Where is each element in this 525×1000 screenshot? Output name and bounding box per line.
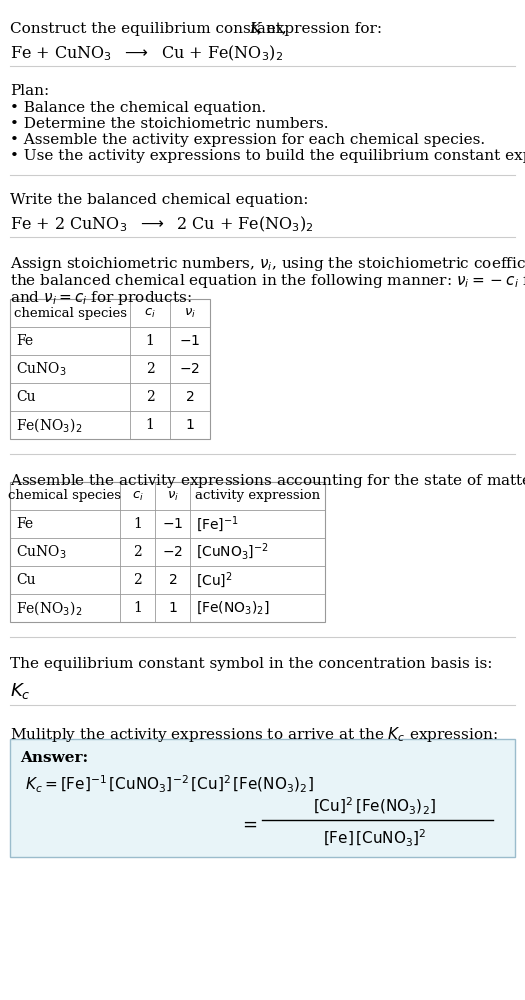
Text: , expression for:: , expression for: xyxy=(257,22,382,36)
FancyBboxPatch shape xyxy=(10,739,515,857)
Text: • Balance the chemical equation.: • Balance the chemical equation. xyxy=(10,101,266,115)
Text: $1$: $1$ xyxy=(185,418,195,432)
Text: 2: 2 xyxy=(133,545,142,559)
Text: $1$: $1$ xyxy=(167,601,177,615)
Text: CuNO$_3$: CuNO$_3$ xyxy=(16,360,67,378)
Text: $-1$: $-1$ xyxy=(180,334,201,348)
Text: CuNO$_3$: CuNO$_3$ xyxy=(16,543,67,561)
Text: 2: 2 xyxy=(133,573,142,587)
Text: Assign stoichiometric numbers, $\nu_i$, using the stoichiometric coefficients, $: Assign stoichiometric numbers, $\nu_i$, … xyxy=(10,255,525,273)
Text: $[\mathrm{Fe}]\,[\mathrm{CuNO_3}]^2$: $[\mathrm{Fe}]\,[\mathrm{CuNO_3}]^2$ xyxy=(323,827,427,849)
Text: $-2$: $-2$ xyxy=(162,545,183,559)
Text: chemical species: chemical species xyxy=(14,306,127,320)
Text: $[\mathrm{CuNO_3}]^{-2}$: $[\mathrm{CuNO_3}]^{-2}$ xyxy=(196,542,269,562)
Text: Fe + 2 CuNO$_3$  $\longrightarrow$  2 Cu + Fe(NO$_3$)$_2$: Fe + 2 CuNO$_3$ $\longrightarrow$ 2 Cu +… xyxy=(10,215,314,234)
FancyBboxPatch shape xyxy=(10,482,325,622)
Text: $\nu_i$: $\nu_i$ xyxy=(184,306,196,320)
Text: Answer:: Answer: xyxy=(20,751,88,765)
Text: Cu: Cu xyxy=(16,390,36,404)
Text: Fe + CuNO$_3$  $\longrightarrow$  Cu + Fe(NO$_3$)$_2$: Fe + CuNO$_3$ $\longrightarrow$ Cu + Fe(… xyxy=(10,44,283,63)
Text: $-1$: $-1$ xyxy=(162,517,183,531)
Text: 2: 2 xyxy=(145,362,154,376)
Text: the balanced chemical equation in the following manner: $\nu_i = -c_i$ for react: the balanced chemical equation in the fo… xyxy=(10,272,525,290)
Text: $[\mathrm{Cu}]^2\,[\mathrm{Fe(NO_3)_2}]$: $[\mathrm{Cu}]^2\,[\mathrm{Fe(NO_3)_2}]$ xyxy=(313,795,436,817)
FancyBboxPatch shape xyxy=(10,299,210,439)
Text: • Determine the stoichiometric numbers.: • Determine the stoichiometric numbers. xyxy=(10,117,329,131)
Text: $c_i$: $c_i$ xyxy=(144,306,156,320)
Text: $K_c$: $K_c$ xyxy=(10,681,30,701)
Text: Fe: Fe xyxy=(16,517,33,531)
Text: 1: 1 xyxy=(133,517,142,531)
Text: and $\nu_i = c_i$ for products:: and $\nu_i = c_i$ for products: xyxy=(10,289,192,307)
Text: 1: 1 xyxy=(145,418,154,432)
Text: 1: 1 xyxy=(133,601,142,615)
Text: The equilibrium constant symbol in the concentration basis is:: The equilibrium constant symbol in the c… xyxy=(10,657,492,671)
Text: $\nu_i$: $\nu_i$ xyxy=(166,489,179,503)
Text: Fe(NO$_3$)$_2$: Fe(NO$_3$)$_2$ xyxy=(16,416,82,434)
Text: 2: 2 xyxy=(145,390,154,404)
Text: $[\mathrm{Fe}]^{-1}$: $[\mathrm{Fe}]^{-1}$ xyxy=(196,514,239,534)
Text: • Assemble the activity expression for each chemical species.: • Assemble the activity expression for e… xyxy=(10,133,485,147)
Text: Write the balanced chemical equation:: Write the balanced chemical equation: xyxy=(10,193,309,207)
Text: $[\mathrm{Cu}]^2$: $[\mathrm{Cu}]^2$ xyxy=(196,570,233,590)
Text: Fe(NO$_3$)$_2$: Fe(NO$_3$)$_2$ xyxy=(16,599,82,617)
Text: Assemble the activity expressions accounting for the state of matter and $\nu_i$: Assemble the activity expressions accoun… xyxy=(10,472,525,490)
Text: Plan:: Plan: xyxy=(10,84,49,98)
Text: $[\mathrm{Fe(NO_3)_2}]$: $[\mathrm{Fe(NO_3)_2}]$ xyxy=(196,600,270,616)
Text: K: K xyxy=(249,22,260,36)
Text: 1: 1 xyxy=(145,334,154,348)
Text: • Use the activity expressions to build the equilibrium constant expression.: • Use the activity expressions to build … xyxy=(10,149,525,163)
Text: $2$: $2$ xyxy=(185,390,195,404)
Text: Mulitply the activity expressions to arrive at the $K_c$ expression:: Mulitply the activity expressions to arr… xyxy=(10,725,498,744)
Text: activity expression: activity expression xyxy=(195,489,320,502)
Text: Fe: Fe xyxy=(16,334,33,348)
Text: $c_i$: $c_i$ xyxy=(132,489,143,503)
Text: Construct the equilibrium constant,: Construct the equilibrium constant, xyxy=(10,22,291,36)
Text: $=$: $=$ xyxy=(239,815,257,833)
Text: $K_c = [\mathrm{Fe}]^{-1}\,[\mathrm{CuNO_3}]^{-2}\,[\mathrm{Cu}]^2\,[\mathrm{Fe(: $K_c = [\mathrm{Fe}]^{-1}\,[\mathrm{CuNO… xyxy=(25,773,314,795)
Text: $2$: $2$ xyxy=(168,573,177,587)
Text: $-2$: $-2$ xyxy=(180,362,201,376)
Text: Cu: Cu xyxy=(16,573,36,587)
Text: chemical species: chemical species xyxy=(8,489,121,502)
